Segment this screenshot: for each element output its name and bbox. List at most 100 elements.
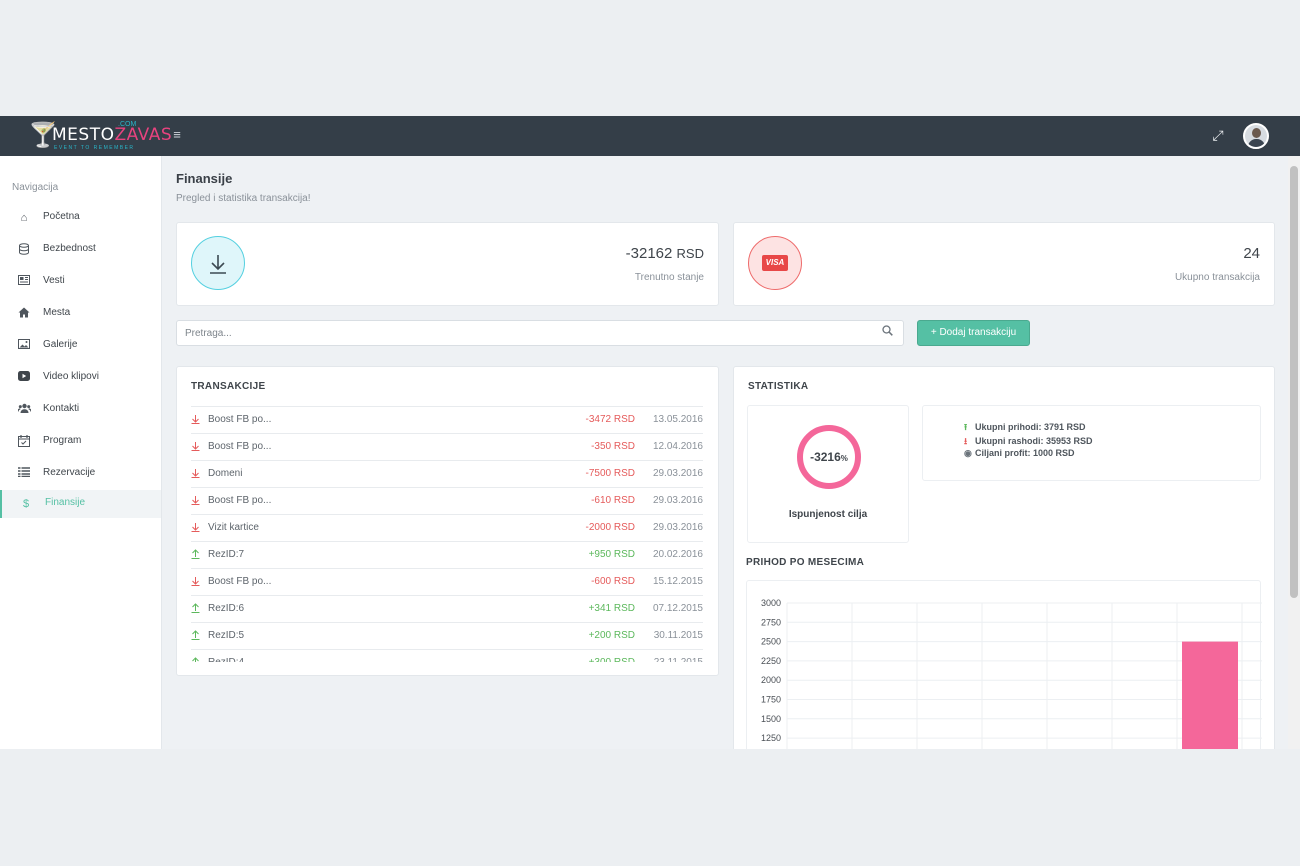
transactions-card: TRANSAKCIJE Boost FB po... -3472 RSD 13.05…: [176, 366, 719, 676]
transactions-list[interactable]: Boost FB po... -3472 RSD 13.05.2016 Boost F…: [191, 406, 703, 662]
table-row[interactable]: Boost FB po... -3472 RSD 13.05.2016: [191, 406, 703, 433]
scrollbar-thumb[interactable]: [1290, 166, 1298, 598]
visa-card-icon: VISA: [748, 236, 802, 290]
table-row[interactable]: Boost FB po... -610 RSD 29.03.2016: [191, 487, 703, 514]
add-transaction-button[interactable]: + Dodaj transakciju: [917, 320, 1030, 346]
transaction-description: Boost FB po...: [208, 441, 272, 452]
transactions-count-value: 24: [1243, 245, 1260, 262]
y-tick-label: 2250: [761, 656, 781, 666]
logo-text: MESTOZAVAS: [52, 125, 173, 145]
arrow-up-icon: [191, 657, 201, 662]
sidebar-item-pocetna[interactable]: ⌂ Početna: [0, 204, 161, 232]
dollar-icon: $: [22, 498, 30, 510]
transaction-amount: +300 RSD: [589, 657, 635, 662]
sidebar-item-label: Finansije: [45, 497, 86, 508]
image-icon: [17, 339, 31, 353]
sidebar-item-program[interactable]: Program: [0, 428, 161, 456]
hamburger-icon[interactable]: ≡: [173, 127, 181, 142]
transaction-amount: +950 RSD: [588, 549, 635, 560]
arrow-down-icon: ⭳: [964, 436, 968, 446]
search-input[interactable]: [176, 320, 904, 346]
table-row[interactable]: Boost FB po... -350 RSD 12.04.2016: [191, 433, 703, 460]
sidebar-item-label: Video klipovi: [43, 371, 99, 382]
income-summary: ⭱ Ukupni prihodi: 3791 RSD: [964, 420, 1086, 436]
sidebar-item-vesti[interactable]: Vesti: [0, 268, 161, 296]
newspaper-icon: [17, 275, 31, 289]
sidebar: Navigacija ⌂ Početna Bezbednost Vesti Me…: [0, 156, 162, 749]
arrow-up-icon: [191, 603, 201, 617]
page-subtitle: Pregled i statistika transakcija!: [176, 193, 311, 204]
sidebar-item-kontakti[interactable]: Kontakti: [0, 396, 161, 424]
transaction-amount: -600 RSD: [591, 576, 635, 587]
arrow-down-icon: [191, 414, 201, 428]
sidebar-item-mesta[interactable]: Mesta: [0, 300, 161, 328]
transactions-count-card: VISA 24 Ukupno transakcija: [733, 222, 1275, 306]
logo-domain: .COM: [118, 121, 137, 128]
page-scrollbar[interactable]: [1288, 156, 1300, 749]
sidebar-item-label: Galerije: [43, 339, 78, 350]
table-row[interactable]: Vizit kartice -2000 RSD 29.03.2016: [191, 514, 703, 541]
transaction-amount: -350 RSD: [591, 441, 635, 452]
fullscreen-icon[interactable]: ⤢: [1212, 127, 1224, 143]
transaction-description: Boost FB po...: [208, 576, 272, 587]
transaction-description: Vizit kartice: [208, 522, 259, 533]
transaction-date: 20.02.2016: [652, 549, 703, 560]
y-tick-label: 1500: [761, 714, 781, 724]
transaction-description: RezID:5: [208, 630, 245, 641]
target-icon: ◉: [964, 448, 972, 458]
table-row[interactable]: Domeni -7500 RSD 29.03.2016: [191, 460, 703, 487]
table-row[interactable]: Boost FB po... -600 RSD 15.12.2015: [191, 568, 703, 595]
summary-panel: ⭱ Ukupni prihodi: 3791 RSD ⭳ Ukupni rashod…: [922, 405, 1261, 481]
table-row[interactable]: RezID:7 +950 RSD 20.02.2016: [191, 541, 703, 568]
y-tick-label: 2500: [761, 637, 781, 647]
y-tick-label: 1250: [761, 733, 781, 743]
nav-heading: Navigacija: [12, 182, 59, 193]
sidebar-item-label: Početna: [43, 211, 80, 222]
sidebar-item-label: Vesti: [43, 275, 65, 286]
goal-value: -3216%: [810, 450, 848, 464]
y-tick-label: 2000: [761, 675, 781, 685]
sidebar-item-finansije[interactable]: $ Finansije: [0, 490, 161, 518]
goal-label: Ispunjenost cilja: [788, 509, 868, 520]
y-tick-label: 3000: [761, 598, 781, 608]
transaction-amount: -2000 RSD: [585, 522, 635, 533]
arrow-down-icon: [191, 441, 201, 455]
transaction-date: 12.04.2016: [652, 441, 703, 452]
sidebar-item-video-klipovi[interactable]: Video klipovi: [0, 364, 161, 392]
app-window: 🍸 MESTOZAVAS .COM EVENT TO REMEMBER ≡ ⤢ …: [0, 116, 1300, 749]
y-tick-label: 1750: [761, 695, 781, 705]
table-row[interactable]: RezID:4 +300 RSD 23.11.2015: [191, 649, 703, 662]
arrow-up-icon: [191, 549, 201, 563]
table-row[interactable]: RezID:5 +200 RSD 30.11.2015: [191, 622, 703, 649]
balance-value: -32162 RSD: [625, 245, 704, 262]
transaction-date: 29.03.2016: [652, 495, 703, 506]
transaction-date: 07.12.2015: [652, 603, 703, 614]
sidebar-item-rezervacije[interactable]: Rezervacije: [0, 460, 161, 488]
transaction-date: 29.03.2016: [652, 522, 703, 533]
y-tick-label: 2750: [761, 617, 781, 627]
transaction-date: 30.11.2015: [653, 630, 703, 641]
sidebar-item-bezbednost[interactable]: Bezbednost: [0, 236, 161, 264]
calendar-icon: [17, 435, 31, 449]
download-icon: [191, 236, 245, 290]
search-icon[interactable]: [880, 325, 894, 339]
chart-bar: [1182, 641, 1238, 749]
sidebar-item-label: Rezervacije: [43, 467, 96, 478]
monthly-income-chart: 3000 2750 2500 2250 2000 1750 1500 1250: [761, 598, 1262, 749]
house-icon: [17, 307, 31, 321]
logo[interactable]: 🍸 MESTOZAVAS .COM EVENT TO REMEMBER: [28, 121, 172, 152]
arrow-down-icon: [191, 495, 201, 509]
transaction-description: RezID:6: [208, 603, 245, 614]
sidebar-item-galerije[interactable]: Galerije: [0, 332, 161, 360]
transaction-date: 13.05.2016: [652, 414, 703, 425]
sidebar-item-label: Program: [43, 435, 82, 446]
top-bar: 🍸 MESTOZAVAS .COM EVENT TO REMEMBER ≡ ⤢: [0, 116, 1300, 156]
transactions-count-label: Ukupno transakcija: [1174, 272, 1260, 283]
transaction-date: 23.11.2015: [654, 657, 703, 662]
statistics-title: STATISTIKA: [748, 381, 809, 392]
transaction-description: Boost FB po...: [208, 414, 272, 425]
transaction-description: RezID:4: [208, 657, 244, 662]
avatar[interactable]: [1243, 123, 1269, 149]
expense-summary: ⭳ Ukupni rashodi: 35953 RSD: [964, 434, 1093, 450]
table-row[interactable]: RezID:6 +341 RSD 07.12.2015: [191, 595, 703, 622]
